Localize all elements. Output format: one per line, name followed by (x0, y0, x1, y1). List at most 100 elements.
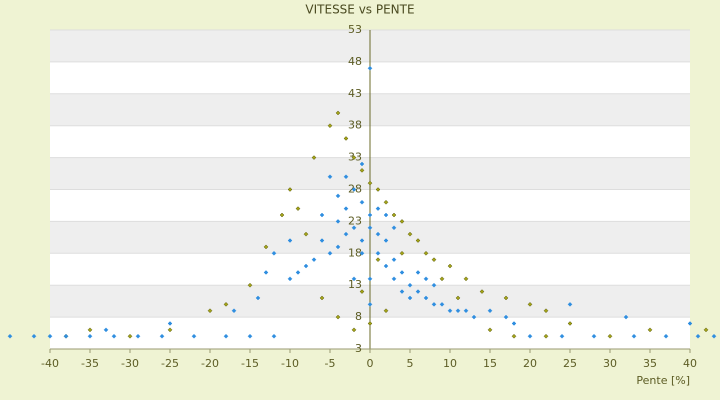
point (351, 225, 357, 231)
point (271, 333, 277, 339)
x-tick-label: -25 (161, 357, 179, 370)
point (463, 276, 469, 282)
point (247, 333, 253, 339)
point (423, 276, 429, 282)
y-tick-label: 48 (348, 55, 362, 68)
x-tick-label: 35 (643, 357, 657, 370)
point (663, 333, 669, 339)
point (367, 212, 373, 218)
point (543, 308, 549, 314)
point (375, 250, 381, 256)
point (607, 333, 613, 339)
point (335, 314, 341, 320)
point (87, 327, 93, 333)
y-tick-label: 43 (348, 87, 362, 100)
point (559, 333, 565, 339)
y-tick-label: 38 (348, 119, 362, 132)
point (415, 289, 421, 294)
point (359, 238, 365, 243)
x-tick-label: -30 (121, 357, 139, 370)
point (375, 231, 381, 237)
point (359, 161, 365, 167)
point (303, 231, 309, 237)
point (367, 225, 373, 231)
y-tick-label: 23 (348, 214, 362, 227)
x-tick-label: -20 (201, 357, 219, 370)
point (327, 250, 333, 256)
point (335, 244, 341, 250)
point (647, 327, 653, 333)
x-tick-label: 5 (407, 357, 414, 370)
x-tick-label: -15 (241, 357, 259, 370)
point (543, 333, 549, 339)
point (311, 257, 317, 263)
x-tick-label: -10 (281, 357, 299, 370)
point (247, 282, 253, 288)
point (263, 270, 269, 275)
point (367, 301, 373, 307)
point (447, 308, 453, 314)
point (487, 327, 493, 333)
point (487, 308, 493, 314)
point (383, 212, 389, 218)
x-tick-label: 10 (443, 357, 457, 370)
point (471, 314, 477, 320)
point (455, 308, 461, 314)
point (527, 333, 533, 339)
point (375, 257, 381, 263)
point (7, 333, 13, 339)
point (703, 327, 709, 333)
point (399, 270, 405, 275)
x-tick-label: 0 (367, 357, 374, 370)
point (303, 263, 309, 269)
y-tick-label: 18 (348, 246, 362, 259)
point (263, 244, 269, 250)
point (103, 327, 109, 333)
point (359, 289, 365, 294)
point (271, 250, 277, 256)
x-tick-label: 15 (483, 357, 497, 370)
point (391, 212, 397, 218)
point (399, 219, 405, 224)
point (439, 301, 445, 307)
point (367, 65, 373, 71)
x-tick-label: -35 (81, 357, 99, 370)
point (711, 333, 717, 339)
point (351, 155, 357, 160)
point (287, 276, 293, 282)
point (591, 333, 597, 339)
chart-title: VITESSE vs PENTE (305, 3, 414, 17)
point (367, 180, 373, 186)
point (343, 206, 349, 211)
point (127, 333, 133, 339)
point (359, 168, 365, 173)
point (287, 187, 293, 192)
point (319, 212, 325, 218)
point (311, 155, 317, 160)
point (687, 321, 693, 326)
point (375, 206, 381, 211)
point (415, 238, 421, 243)
point (407, 231, 413, 237)
point (47, 333, 53, 339)
point (431, 282, 437, 288)
x-tick-label: -5 (325, 357, 336, 370)
point (391, 257, 397, 263)
point (359, 199, 365, 205)
point (319, 238, 325, 243)
point (383, 263, 389, 269)
y-tick-label: 53 (348, 23, 362, 36)
point (295, 270, 301, 275)
point (279, 212, 285, 218)
point (479, 289, 485, 294)
x-tick-label: -40 (41, 357, 59, 370)
x-tick-label: 20 (523, 357, 537, 370)
y-tick-label: 13 (348, 278, 362, 291)
point (503, 314, 509, 320)
point (335, 193, 341, 199)
point (287, 238, 293, 243)
point (695, 333, 701, 339)
point (463, 308, 469, 314)
point (447, 263, 453, 269)
